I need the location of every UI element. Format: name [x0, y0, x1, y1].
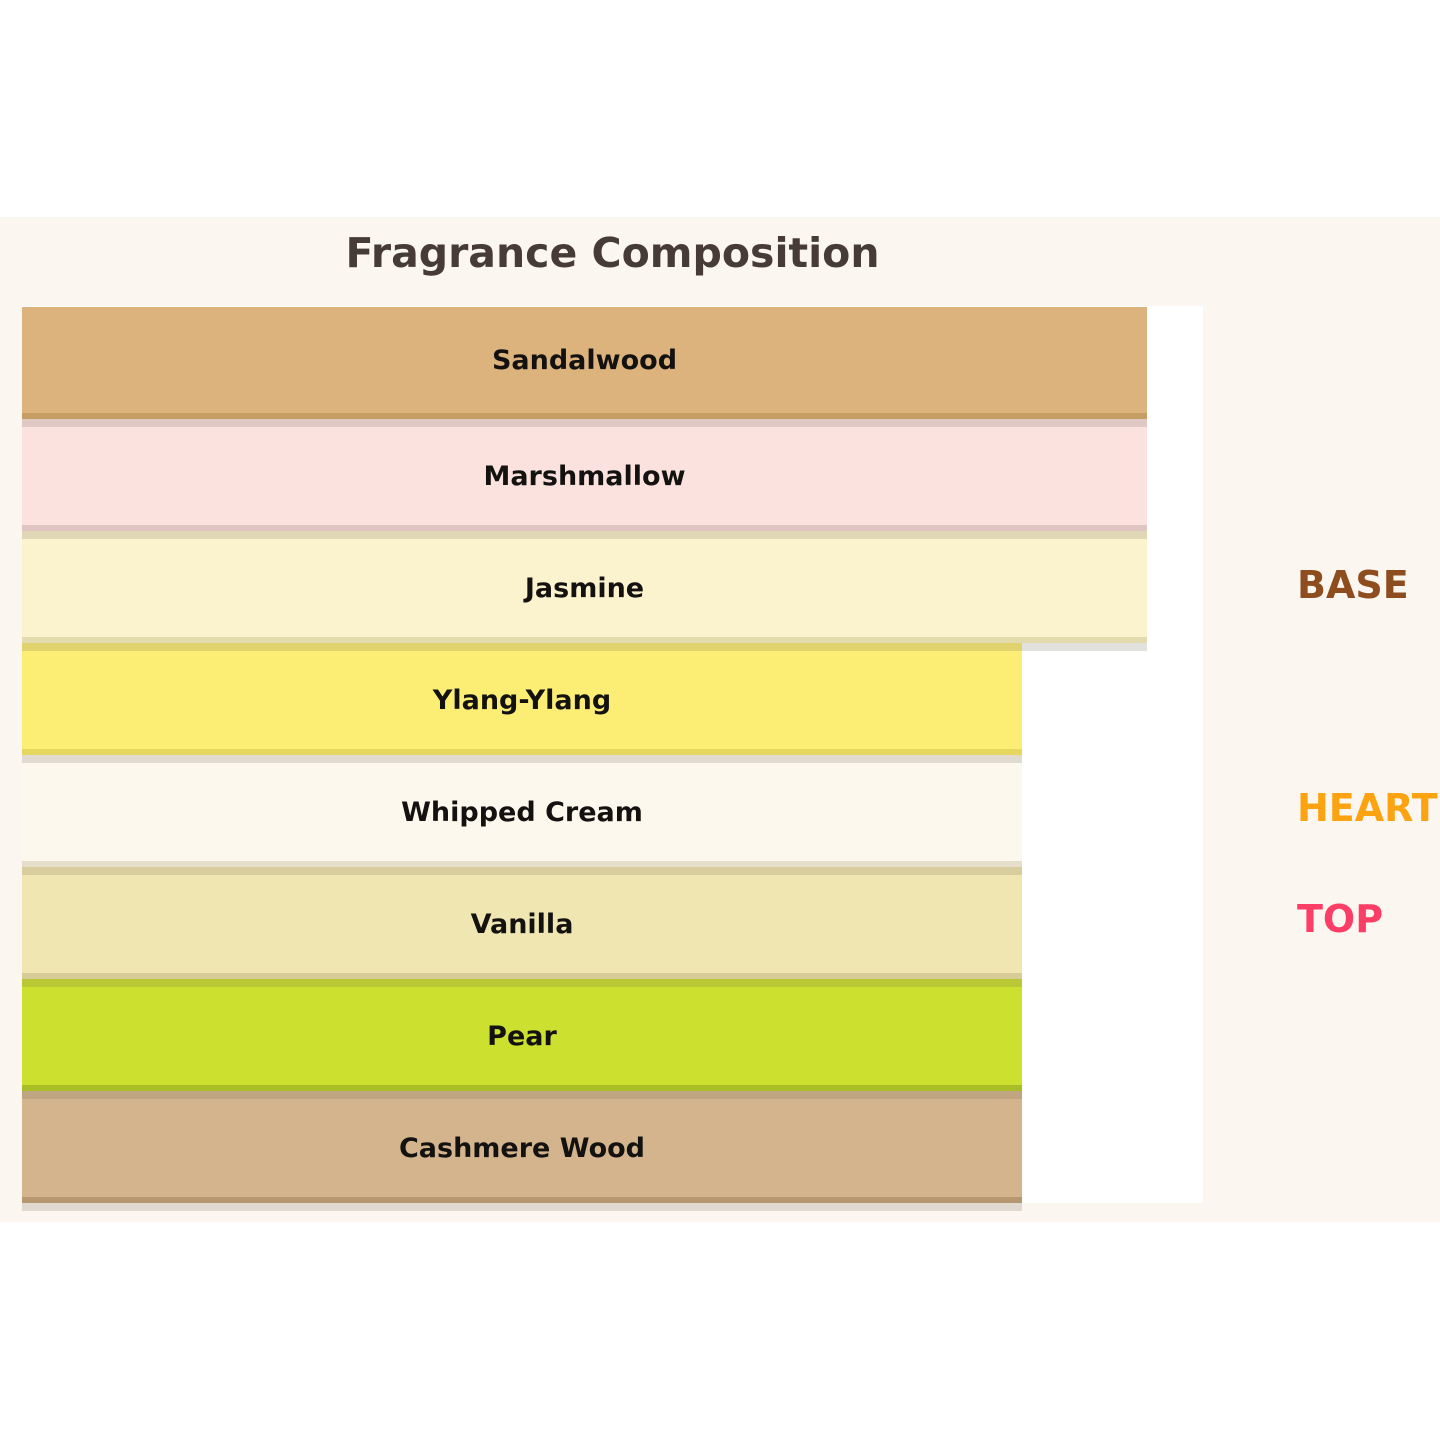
note-group-label: BASE — [1297, 563, 1409, 607]
bar-label: Pear — [487, 1020, 557, 1052]
bar-label: Ylang-Ylang — [432, 684, 612, 716]
bar-row: Cashmere Wood — [22, 1091, 1022, 1203]
chart-figure: Fragrance Composition Sandalwood Marshma… — [0, 217, 1440, 1222]
bar-row: Whipped Cream — [22, 755, 1022, 867]
note-group-label: HEART — [1297, 786, 1438, 830]
bar-label: Sandalwood — [491, 344, 678, 376]
plot-area: Sandalwood Marshmallow Jasmine Ylang-Yla… — [22, 306, 1203, 1203]
bar-row: Pear — [22, 979, 1022, 1091]
bars-group: Sandalwood Marshmallow Jasmine Ylang-Yla… — [22, 307, 1147, 1203]
bar-label: Vanilla — [470, 908, 574, 940]
bar-label: Whipped Cream — [401, 796, 643, 828]
bar-label: Marshmallow — [483, 460, 686, 492]
note-group-label: TOP — [1297, 897, 1384, 941]
bar-row: Jasmine — [22, 531, 1147, 643]
bar-label: Jasmine — [524, 572, 645, 604]
bar-row: Marshmallow — [22, 419, 1147, 531]
bar-row: Sandalwood — [22, 307, 1147, 419]
bar-row: Ylang-Ylang — [22, 643, 1022, 755]
chart-title: Fragrance Composition — [345, 229, 880, 277]
bar-label: Cashmere Wood — [398, 1132, 646, 1164]
bar-row: Vanilla — [22, 867, 1022, 979]
